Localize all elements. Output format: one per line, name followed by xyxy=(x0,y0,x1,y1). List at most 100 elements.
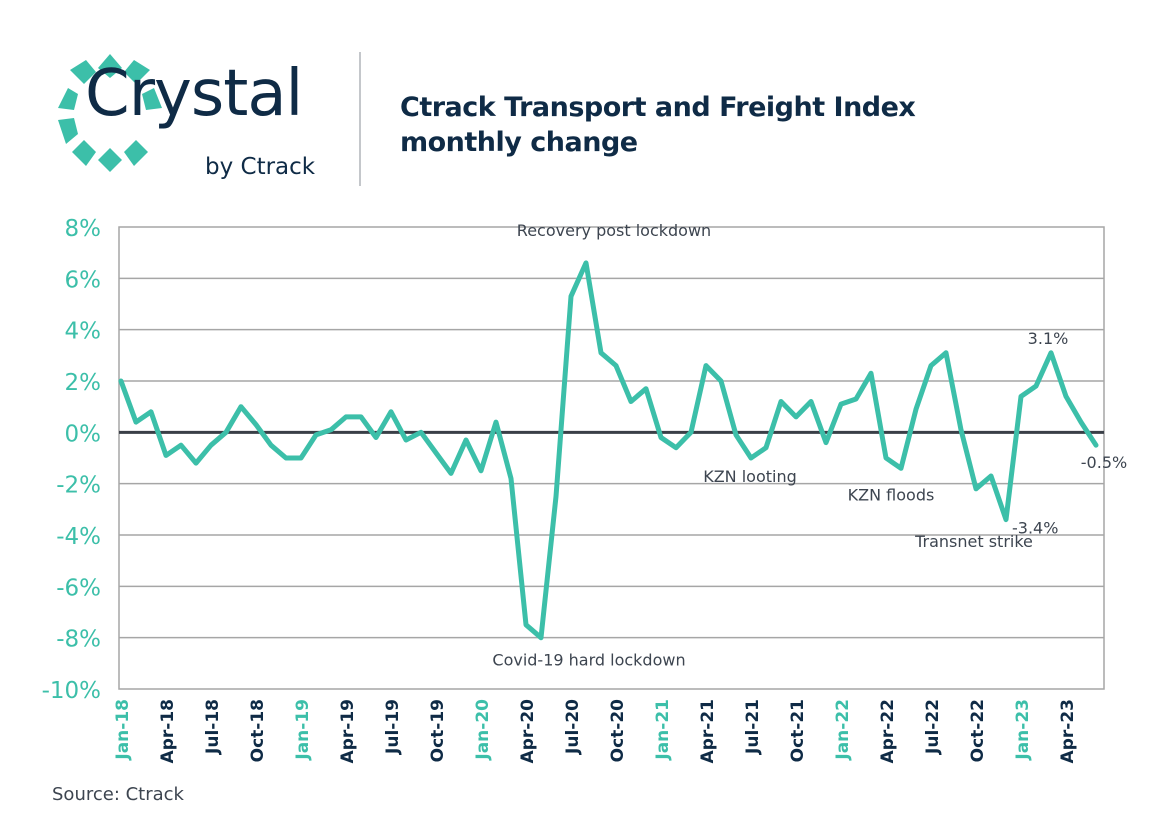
data-point xyxy=(599,350,604,355)
data-point xyxy=(899,466,904,471)
annotation-label: -3.4% xyxy=(1012,519,1058,538)
data-point xyxy=(164,453,169,458)
data-point xyxy=(434,450,439,455)
data-point xyxy=(869,371,874,376)
x-tick-label: Oct-19 xyxy=(428,699,448,762)
series-line xyxy=(118,260,1099,641)
annotation-label: Recovery post lockdown xyxy=(517,221,711,240)
y-tick-label: -8% xyxy=(56,627,101,653)
data-point xyxy=(149,409,154,414)
data-point xyxy=(419,430,424,435)
data-point xyxy=(329,427,334,432)
data-point xyxy=(404,438,409,443)
data-point xyxy=(839,402,844,407)
source-note: Source: Ctrack xyxy=(52,784,184,805)
data-point xyxy=(944,350,949,355)
data-point xyxy=(359,414,364,419)
brand-subtitle: by Ctrack xyxy=(205,154,316,180)
x-tick-label: Apr-21 xyxy=(698,699,718,763)
header-divider xyxy=(359,52,361,186)
crystal-emblem-icon xyxy=(58,54,162,172)
data-point xyxy=(554,494,559,499)
data-point xyxy=(314,432,319,437)
data-point xyxy=(884,456,889,461)
y-tick-label: -2% xyxy=(56,473,101,499)
chart-title-line2: monthly change xyxy=(400,127,638,158)
data-point xyxy=(1019,394,1024,399)
x-tick-label: Jan-21 xyxy=(653,699,673,761)
chart-title: Ctrack Transport and Freight Index month… xyxy=(400,90,1100,160)
data-point xyxy=(689,430,694,435)
data-point xyxy=(704,363,709,368)
annotation-label: Covid-19 hard lockdown xyxy=(492,651,685,670)
data-point xyxy=(764,445,769,450)
brand-name: Crystal xyxy=(85,57,303,131)
line-chart: 8% 6% 4% 2% 0% -2% -4% -6% -8% -10% Jan-18 Apr-18 Ju… xyxy=(42,216,1128,764)
annotation-label: KZN looting xyxy=(703,467,797,486)
x-tick-label: Apr-22 xyxy=(878,699,898,763)
x-tick-label: Jan-20 xyxy=(473,699,493,761)
data-point xyxy=(524,622,529,627)
data-point xyxy=(809,399,814,404)
data-point xyxy=(344,414,349,419)
data-point xyxy=(614,363,619,368)
y-tick-label: -10% xyxy=(42,678,101,704)
x-tick-label: Oct-22 xyxy=(968,699,988,762)
data-point xyxy=(119,379,124,384)
data-point xyxy=(914,407,919,412)
data-point xyxy=(1064,394,1069,399)
data-point xyxy=(254,422,259,427)
data-point xyxy=(719,379,724,384)
data-point xyxy=(584,260,589,265)
annotation-label: Transnet strike xyxy=(914,532,1033,551)
data-point xyxy=(674,445,679,450)
data-point xyxy=(974,486,979,491)
x-tick-label: Apr-20 xyxy=(518,699,538,764)
data-point xyxy=(269,443,274,448)
data-point xyxy=(629,399,634,404)
data-point xyxy=(659,435,664,440)
x-tick-label: Jul-19 xyxy=(383,699,403,755)
data-point xyxy=(959,427,964,432)
x-tick-label: Jul-21 xyxy=(743,699,763,755)
data-point xyxy=(464,438,469,443)
x-tick-label: Apr-19 xyxy=(338,699,358,763)
data-point xyxy=(1079,420,1084,425)
data-point xyxy=(179,443,184,448)
x-tick-label: Jul-20 xyxy=(563,699,583,755)
data-point xyxy=(734,432,739,437)
data-point xyxy=(824,440,829,445)
x-tick-label: Jan-23 xyxy=(1013,699,1033,761)
data-point xyxy=(1049,350,1054,355)
annotation-label: KZN floods xyxy=(848,485,935,504)
y-tick-label: 2% xyxy=(65,370,102,396)
brand-logo: Crystal by Ctrack xyxy=(50,48,330,188)
data-point xyxy=(749,456,754,461)
data-point xyxy=(539,635,544,640)
data-point xyxy=(239,404,244,409)
x-tick-label: Jan-22 xyxy=(833,699,853,761)
data-point xyxy=(1034,384,1039,389)
data-point xyxy=(299,456,304,461)
x-tick-label: Oct-20 xyxy=(608,699,628,763)
data-point xyxy=(134,420,139,425)
data-point xyxy=(794,414,799,419)
x-tick-label: Apr-18 xyxy=(158,699,178,763)
data-point xyxy=(569,294,574,299)
x-tick-label: Oct-18 xyxy=(248,699,268,762)
x-tick-label: Jan-19 xyxy=(293,699,313,761)
data-point xyxy=(1004,517,1009,522)
data-point xyxy=(509,476,514,481)
annotation-label: 3.1% xyxy=(1028,329,1069,348)
data-point xyxy=(644,386,649,391)
y-tick-label: 6% xyxy=(65,267,102,293)
x-tick-label: Jan-18 xyxy=(113,699,133,761)
data-point xyxy=(374,435,379,440)
data-point xyxy=(929,363,934,368)
x-tick-label: Apr-23 xyxy=(1058,699,1078,763)
y-tick-label: 4% xyxy=(65,319,102,345)
data-point xyxy=(389,409,394,414)
x-tick-label: Jul-18 xyxy=(203,699,223,755)
data-point xyxy=(1094,443,1099,448)
y-tick-label: 8% xyxy=(65,216,102,242)
